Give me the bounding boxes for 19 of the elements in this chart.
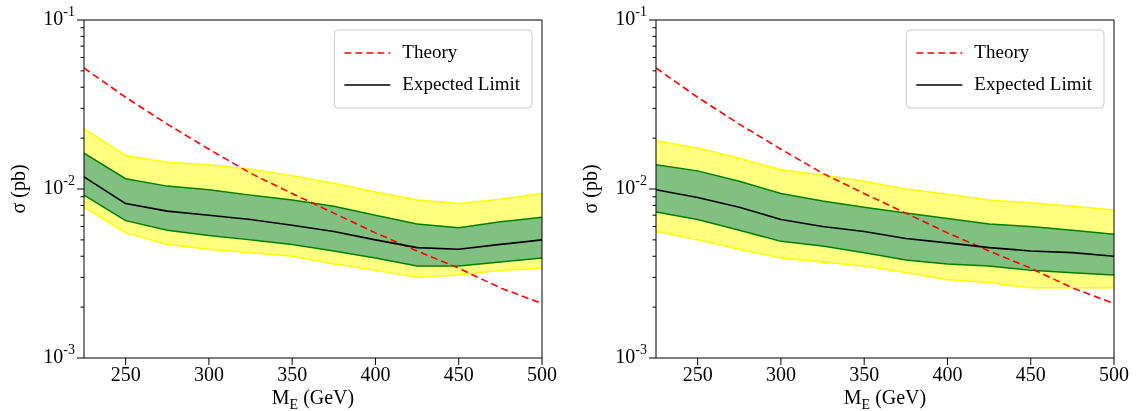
x-tick-label: 450 [1015,363,1046,386]
legend-label: Expected Limit [974,72,1093,94]
x-tick-label: 500 [1099,363,1129,386]
y-axis-title: σ (pb) [7,164,31,214]
x-tick-label: 400 [932,363,963,386]
x-tick-label: 350 [849,363,880,386]
x-tick-label: 450 [443,363,474,386]
line-series [84,67,542,305]
x-tick-label: 250 [110,363,141,386]
y-axis-title: σ (pb) [579,164,603,214]
x-tick-label: 400 [360,363,391,386]
legend-label: Theory [974,40,1030,62]
x-tick-label: 500 [527,363,557,386]
legend-label: Theory [402,40,458,62]
x-tick-label: 250 [682,363,713,386]
x-tick-label: 300 [193,363,224,386]
x-tick-label: 350 [277,363,308,386]
x-tick-label: 300 [765,363,796,386]
legend-label: Expected Limit [402,72,521,94]
